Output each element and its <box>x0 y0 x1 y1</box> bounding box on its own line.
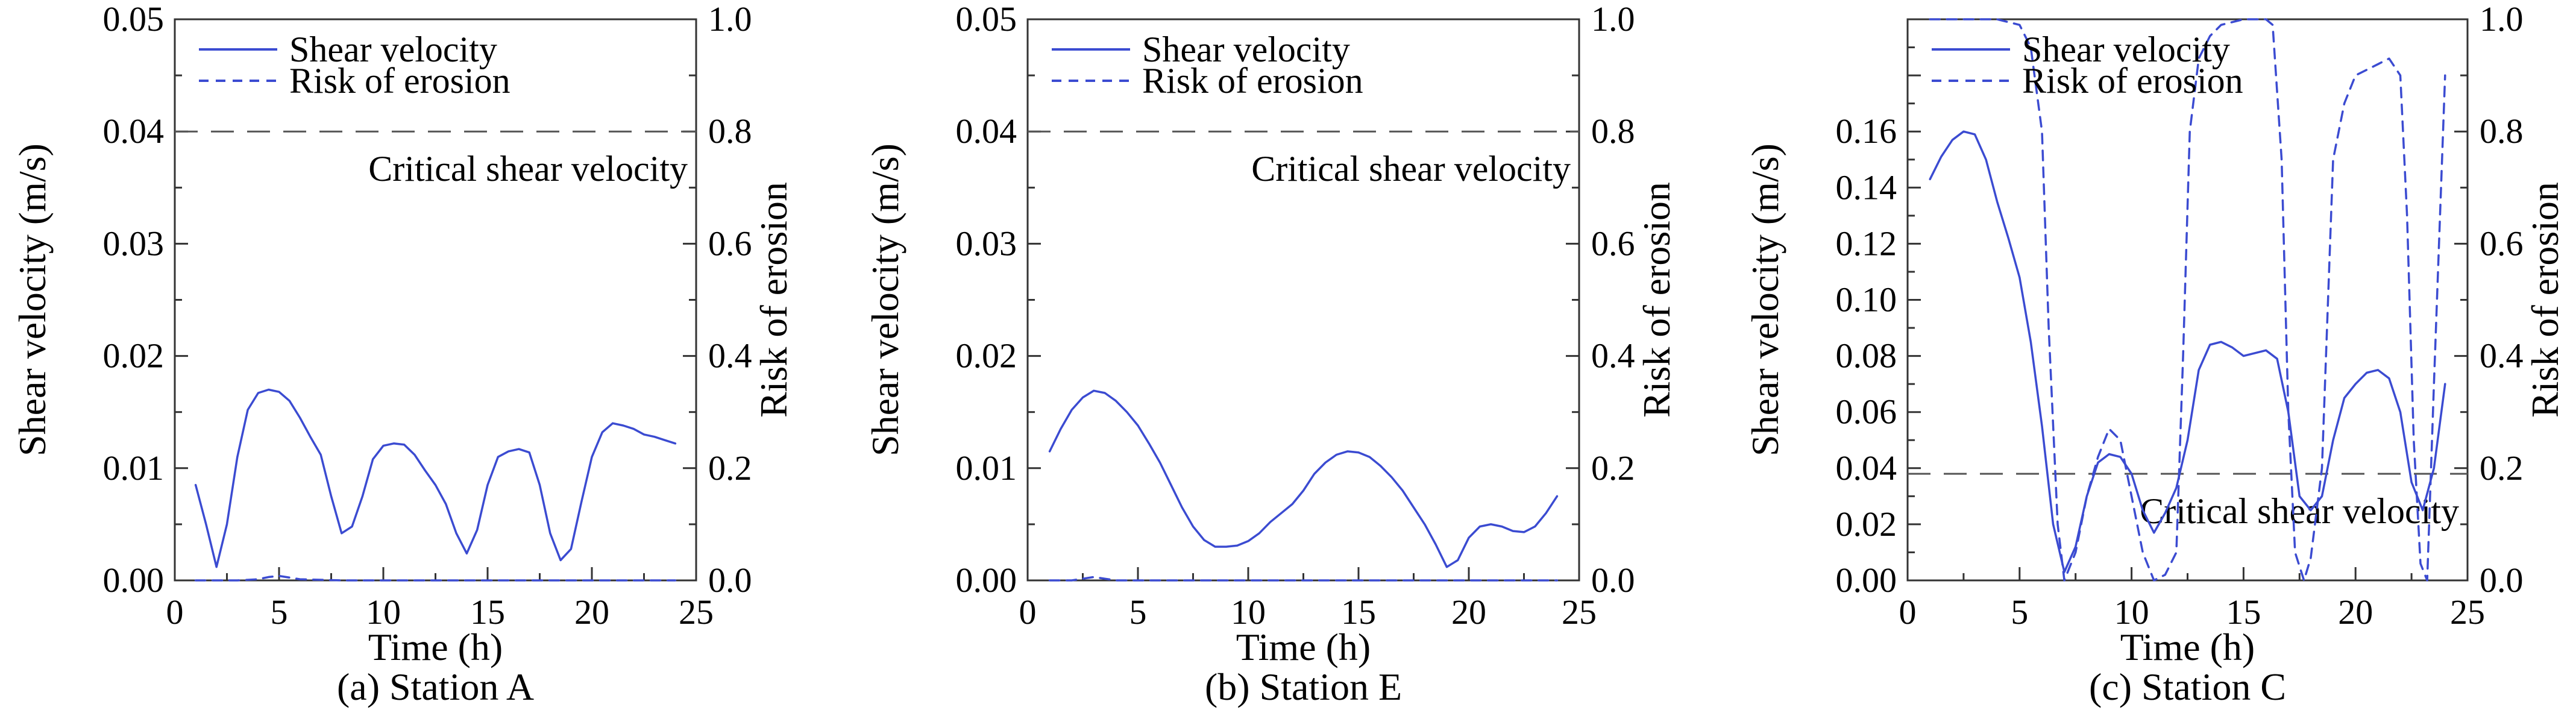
y-right-tick-label: 0.4 <box>708 336 752 375</box>
legend-label-shear-velocity: Shear velocity <box>1142 30 1350 69</box>
y-right-tick-label: 0.4 <box>2480 336 2524 375</box>
x-tick-label: 10 <box>1231 592 1266 632</box>
y-right-axis-title: Risk of erosion <box>1635 182 1678 418</box>
y-right-tick-label: 0.0 <box>708 561 752 600</box>
y-right-tick-label: 0.6 <box>2480 224 2524 263</box>
x-tick-label: 5 <box>271 592 288 632</box>
y-left-tick-label: 0.06 <box>1836 392 1897 432</box>
panel-caption: (c) Station C <box>2089 665 2286 708</box>
chart-panel-2: 0 5 10 15 20 25 0.00 0.01 0.02 0.03 0.04 0.05 0.0 0.2… <box>864 0 1678 708</box>
plot-frame <box>1026 18 1580 582</box>
y-right-axis-title: Risk of erosion <box>752 182 795 418</box>
x-tick-label: 10 <box>2114 592 2149 632</box>
y-right-tick-label: 0.8 <box>1591 111 1635 151</box>
x-tick-label: 20 <box>2338 592 2373 632</box>
y-left-tick-label: 0.08 <box>1836 336 1897 375</box>
x-tick-label: 0 <box>166 592 184 632</box>
y-right-tick-label: 1.0 <box>2480 0 2524 39</box>
y-left-tick-label: 0.01 <box>956 448 1017 488</box>
y-left-axis-title: Shear velocity (m/s) <box>11 143 54 456</box>
y-right-tick-label: 0.0 <box>2480 561 2524 600</box>
x-tick-label: 25 <box>679 592 714 632</box>
x-tick-label: 0 <box>1899 592 1917 632</box>
x-tick-label: 20 <box>1451 592 1486 632</box>
y-left-tick-label: 0.03 <box>103 224 165 263</box>
x-tick-label: 5 <box>2011 592 2028 632</box>
chart-panel-1: 0 5 10 15 20 25 0.00 0.01 0.02 0.03 0.04 0.05 0.0 0.2… <box>11 0 795 708</box>
y-left-axis-title: Shear velocity (m/s) <box>864 143 906 456</box>
panel-caption: (a) Station A <box>337 665 534 708</box>
y-left-tick-label: 0.14 <box>1836 168 1897 207</box>
critical-shear-label: Critical shear velocity <box>368 149 688 189</box>
chart-panel-3: 0 5 10 15 20 25 0.00 0.02 0.04 0.06 0.08 0.10 0.12 0.… <box>1744 0 2566 708</box>
legend-label-risk-of-erosion: Risk of erosion <box>289 61 510 101</box>
legend-label-shear-velocity: Shear velocity <box>289 30 497 69</box>
series-shear-velocity <box>1048 389 1559 568</box>
y-left-tick-label: 0.01 <box>103 448 165 488</box>
legend-label-shear-velocity: Shear velocity <box>2022 30 2230 69</box>
y-right-axis-title: Risk of erosion <box>2524 182 2566 418</box>
y-left-tick-label: 0.05 <box>956 0 1017 39</box>
x-tick-label: 0 <box>1019 592 1037 632</box>
x-axis-title: Time (h) <box>1236 626 1371 668</box>
y-left-tick-label: 0.10 <box>1836 280 1897 319</box>
y-left-tick-label: 0.00 <box>103 561 165 600</box>
critical-shear-label: Critical shear velocity <box>1251 149 1571 189</box>
y-left-axis-title: Shear velocity (m/s) <box>1744 143 1786 456</box>
y-left-tick-label: 0.02 <box>103 336 165 375</box>
series-risk-of-erosion <box>1929 18 2446 582</box>
critical-shear-label: Critical shear velocity <box>2140 491 2459 531</box>
y-right-tick-label: 0.6 <box>708 224 752 263</box>
x-tick-label: 15 <box>2226 592 2261 632</box>
y-right-tick-label: 0.0 <box>1591 561 1635 600</box>
legend-label-risk-of-erosion: Risk of erosion <box>1142 61 1363 101</box>
y-left-tick-label: 0.03 <box>956 224 1017 263</box>
x-tick-label: 25 <box>1562 592 1597 632</box>
y-right-tick-label: 0.8 <box>708 111 752 151</box>
y-left-tick-label: 0.00 <box>956 561 1017 600</box>
x-tick-label: 5 <box>1129 592 1147 632</box>
y-right-tick-label: 0.8 <box>2480 111 2524 151</box>
y-right-tick-label: 1.0 <box>1591 0 1635 39</box>
y-right-tick-label: 0.2 <box>708 448 752 488</box>
panel-caption: (b) Station E <box>1205 665 1402 708</box>
y-left-tick-label: 0.02 <box>1836 504 1897 544</box>
y-left-tick-label: 0.05 <box>103 0 165 39</box>
x-tick-label: 15 <box>1341 592 1376 632</box>
y-left-tick-label: 0.02 <box>956 336 1017 375</box>
y-left-tick-label: 0.16 <box>1836 111 1897 151</box>
legend-label-risk-of-erosion: Risk of erosion <box>2022 61 2243 101</box>
y-left-tick-label: 0.04 <box>956 111 1017 151</box>
y-right-tick-label: 0.6 <box>1591 224 1635 263</box>
x-tick-label: 15 <box>470 592 505 632</box>
x-axis-title: Time (h) <box>368 626 503 668</box>
y-right-tick-label: 0.2 <box>1591 448 1635 488</box>
x-tick-label: 10 <box>366 592 401 632</box>
y-left-tick-label: 0.04 <box>103 111 165 151</box>
x-tick-label: 20 <box>574 592 609 632</box>
series-risk-of-erosion <box>1048 576 1559 582</box>
y-right-tick-label: 0.4 <box>1591 336 1635 375</box>
y-left-tick-label: 0.12 <box>1836 224 1897 263</box>
plot-frame <box>174 18 697 582</box>
y-left-tick-label: 0.04 <box>1836 448 1897 488</box>
x-axis-title: Time (h) <box>2120 626 2255 668</box>
y-right-tick-label: 0.2 <box>2480 448 2524 488</box>
series-shear-velocity <box>194 388 677 568</box>
series-risk-of-erosion <box>194 574 677 582</box>
y-right-tick-label: 1.0 <box>708 0 752 39</box>
y-left-tick-label: 0.00 <box>1836 561 1897 600</box>
x-tick-label: 25 <box>2450 592 2485 632</box>
series-shear-velocity <box>1929 130 2446 573</box>
